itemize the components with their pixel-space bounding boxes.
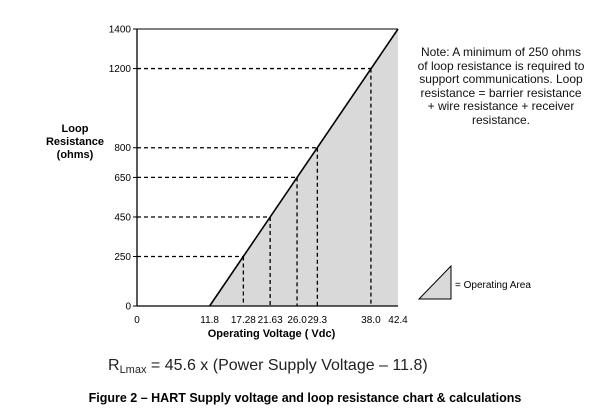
legend-swatch-operating-area [417, 264, 452, 300]
note-line: + wire resistance + receiver [427, 99, 575, 113]
figure-caption: Figure 2 – HART Supply voltage and loop … [88, 391, 522, 405]
formula-symbol: R [108, 357, 120, 374]
formula-expression: = 45.6 x (Power Supply Voltage – 11.8) [146, 357, 428, 374]
formula: RLmax = 45.6 x (Power Supply Voltage – 1… [108, 357, 428, 376]
y-tick-label: 0 [125, 302, 131, 313]
x-tick-label: 29.3 [308, 315, 328, 326]
x-tick-label: 0 [134, 315, 140, 326]
formula-subscript: Lmax [119, 364, 147, 376]
y-axis-label-line: Resistance [46, 136, 104, 148]
y-tick-labels: 0 250 450 650 800 1200 1400 [109, 25, 137, 313]
y-axis-label-line: (ohms) [57, 149, 94, 161]
y-tick-label: 450 [114, 212, 131, 223]
x-tick-label: 21.63 [258, 315, 283, 326]
x-tick-label: 38.0 [361, 315, 381, 326]
x-tick-label: 26.0 [287, 315, 307, 326]
x-tick-label: 11.8 [200, 315, 219, 326]
y-tick-label: 800 [114, 143, 131, 154]
note-text: Note: A minimum of 250 ohms of loop resi… [398, 45, 604, 127]
legend-label: = Operating Area [455, 280, 531, 291]
y-axis-label-line: Loop [62, 123, 89, 135]
note-line: resistance. [471, 112, 531, 127]
y-tick-label: 650 [114, 173, 131, 184]
legend: = Operating Area [417, 264, 531, 300]
note-line: support communications. Loop [419, 72, 583, 86]
y-tick-label: 250 [114, 252, 131, 263]
y-axis-label: Loop Resistance (ohms) [46, 123, 104, 161]
guide-lines [137, 28, 398, 306]
x-tick-labels: 0 11.8 17.28 21.63 26.0 29.3 38.0 42.4 [134, 315, 408, 326]
axes [136, 29, 398, 307]
note-line: resistance = barrier resistance [420, 85, 582, 100]
y-tick-label: 1400 [109, 25, 132, 36]
y-tick-label: 1200 [109, 64, 132, 75]
note-line: Note: A minimum of 250 ohms [420, 45, 582, 59]
x-axis-label: Operating Voltage ( Vdc) [208, 328, 336, 340]
x-tick-label: 42.4 [388, 315, 408, 326]
x-tick-label: 17.28 [231, 315, 256, 326]
load-line [208, 28, 399, 307]
note-line: of loop resistance is required to [417, 58, 585, 73]
